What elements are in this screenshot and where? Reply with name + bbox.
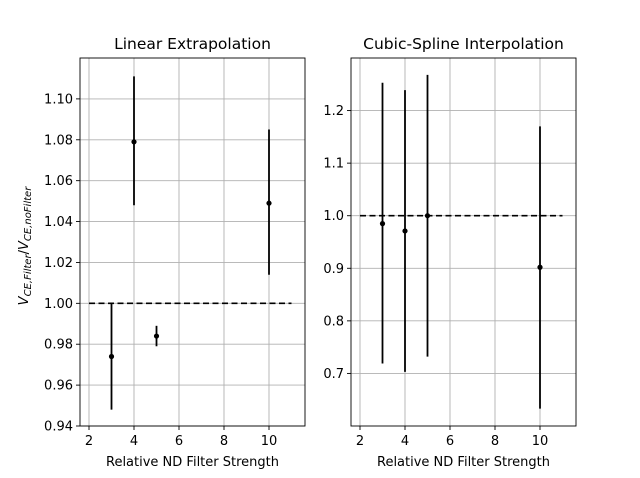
- x-axis-label: Relative ND Filter Strength: [106, 455, 279, 470]
- axes-frame: [350, 57, 577, 427]
- x-tick-label: 8: [220, 434, 228, 449]
- y-tick-label: 0.8: [323, 314, 344, 329]
- x-tick-label: 2: [356, 434, 364, 449]
- y-tick-label: 1.06: [44, 174, 73, 189]
- plot-area: 2 4 6 8 10 0.94 0.96 0.98 1.00 1.02 1.04 1.06 1.08 1.…: [44, 57, 306, 449]
- y-tick-label: 0.98: [44, 338, 73, 353]
- axes-frame: [79, 57, 306, 427]
- panel-title: Cubic-Spline Interpolation: [363, 35, 564, 53]
- y-tick-label: 1.02: [44, 256, 73, 271]
- x-tick-label: 4: [401, 434, 409, 449]
- y-tick-label: 0.96: [44, 379, 73, 394]
- data-point: [379, 221, 386, 227]
- panel-title: Linear Extrapolation: [114, 35, 271, 53]
- x-tick-label: 6: [446, 434, 454, 449]
- data-point: [153, 333, 160, 339]
- y-tick-label: 1.04: [44, 215, 73, 230]
- x-tick-label: 2: [85, 434, 93, 449]
- y-tick-label: 1.1: [323, 157, 344, 172]
- x-axis-label: Relative ND Filter Strength: [377, 455, 550, 470]
- data-point: [402, 228, 408, 234]
- y-tick-label: 1.2: [323, 104, 344, 119]
- data-point: [537, 264, 543, 270]
- linear-extrapolation-panel: 2 4 6 8 10 0.94 0.96 0.98 1.00 1.02 1.04 1.06 1.08 1.…: [17, 35, 306, 470]
- y-tick-label: 1.10: [44, 92, 73, 107]
- y-tick-label: 0.94: [44, 420, 73, 435]
- x-tick-label: 10: [532, 434, 549, 449]
- cubic-spline-interpolation-panel: 2 4 6 8 10 0.7 0.8 0.9 1.0 1.1 1.2 Cubic-Spline In…: [323, 35, 577, 470]
- y-tick-label: 1.08: [44, 133, 73, 148]
- x-tick-label: 8: [491, 434, 499, 449]
- data-point: [424, 213, 431, 219]
- data-point: [266, 200, 272, 206]
- plot-area: 2 4 6 8 10 0.7 0.8 0.9 1.0 1.1 1.2: [323, 57, 577, 449]
- x-tick-label: 4: [130, 434, 138, 449]
- y-axis-label: VCE,Filter/VCE,noFilter: [17, 186, 34, 306]
- data-point: [131, 139, 137, 145]
- x-tick-label: 10: [261, 434, 278, 449]
- x-tick-label: 6: [175, 434, 183, 449]
- y-tick-label: 0.9: [323, 262, 344, 277]
- y-tick-label: 0.7: [323, 367, 344, 382]
- y-tick-label: 1.0: [323, 209, 344, 224]
- y-tick-label: 1.00: [44, 297, 73, 312]
- data-point: [108, 353, 115, 360]
